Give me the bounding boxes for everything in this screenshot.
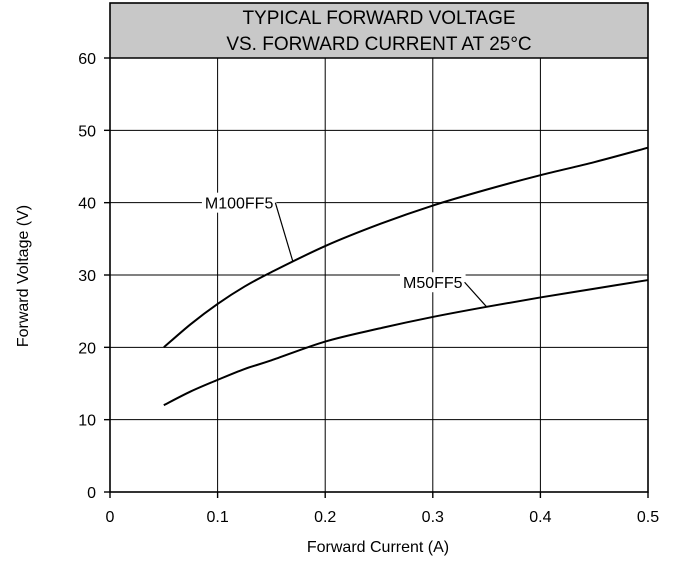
x-tick-label: 0.2 [314,509,336,526]
y-tick-label: 30 [78,268,96,285]
x-tick-label: 0.1 [206,509,228,526]
x-tick-label: 0.5 [637,509,659,526]
y-axis-label: Forward Voltage (V) [15,205,32,347]
x-tick-label: 0.3 [422,509,444,526]
series-label-m100ff5: M100FF5 [205,196,274,213]
y-tick-label: 20 [78,340,96,357]
series-leader-line [274,202,294,262]
chart-title-line-1: TYPICAL FORWARD VOLTAGE [242,8,515,29]
y-tick-label: 60 [78,51,96,68]
series-line-m50ff5 [163,279,649,407]
series-line-m100ff5 [163,146,649,349]
series-label-m50ff5: M50FF5 [403,275,463,292]
plot-frame [109,2,649,493]
series-leader-line [464,281,488,308]
y-tick-label: 40 [78,196,96,213]
y-tick-label: 0 [87,485,96,502]
y-tick-label: 50 [78,123,96,140]
y-axis-ticks: 0 10 20 30 40 50 60 [78,51,110,502]
series-layer: M100FF5 M50FF5 [163,146,649,407]
x-axis-ticks: 0 0.1 0.2 0.3 0.4 0.5 [106,492,659,526]
title-band [110,3,648,58]
x-axis-label: Forward Current (A) [307,539,449,556]
chart-title-line-2: VS. FORWARD CURRENT AT 25°C [226,34,531,55]
x-tick-label: 0.4 [529,509,551,526]
series-label-background [400,272,466,293]
y-tick-label: 10 [78,413,96,430]
grid-lines [110,58,648,492]
series-label-background [201,192,277,213]
x-tick-label: 0 [106,509,115,526]
